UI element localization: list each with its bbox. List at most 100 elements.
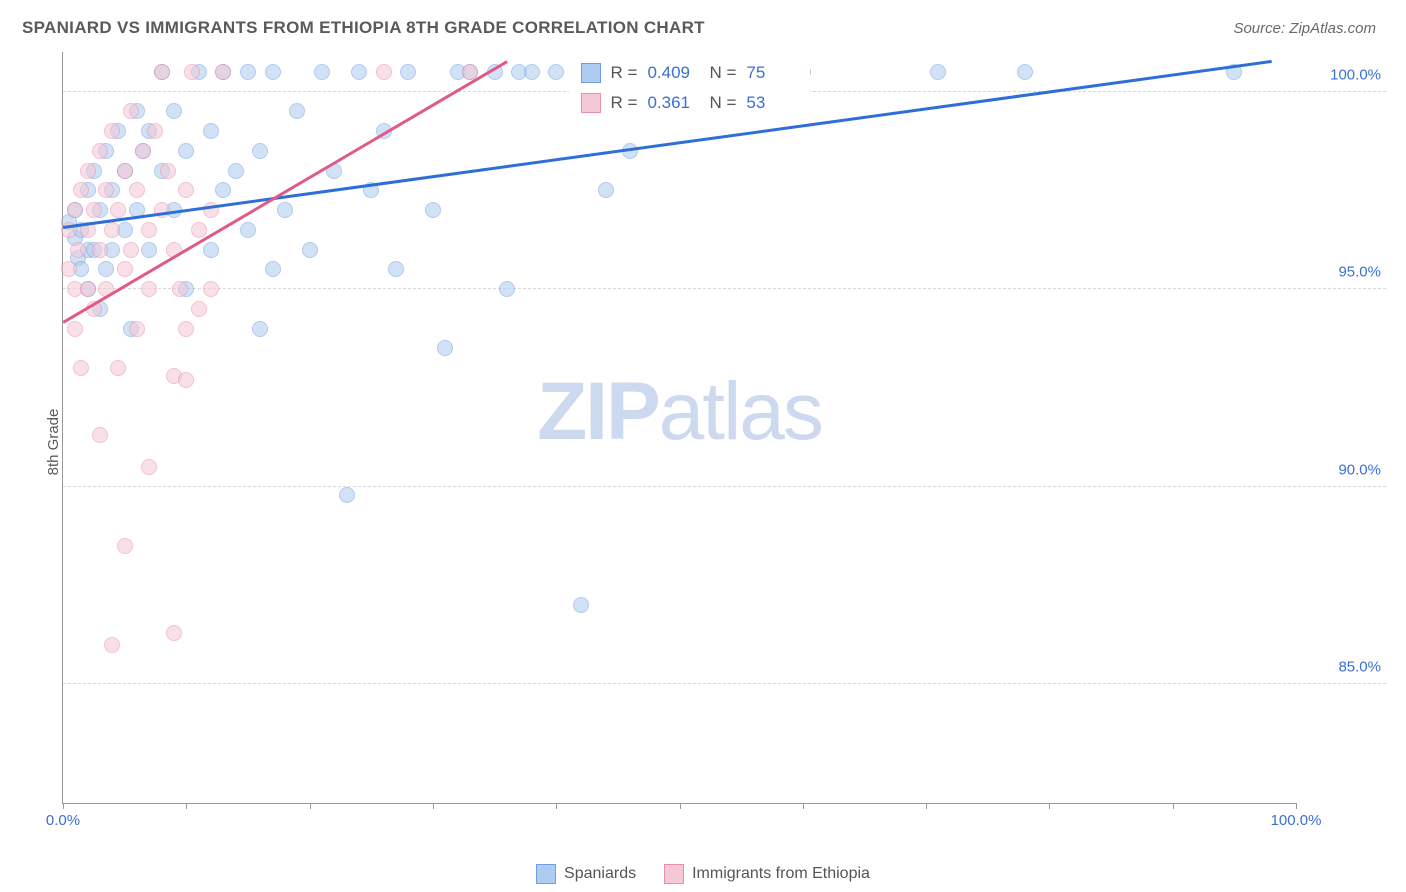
x-tick-label: 100.0% [1271, 812, 1322, 829]
scatter-point [129, 182, 145, 198]
scatter-point [265, 64, 281, 80]
scatter-point [166, 103, 182, 119]
scatter-point [240, 64, 256, 80]
x-tick [926, 803, 927, 809]
scatter-point [117, 163, 133, 179]
gridline-h [63, 486, 1386, 487]
source-label: Source: ZipAtlas.com [1233, 20, 1376, 37]
scatter-point [147, 123, 163, 139]
scatter-point [215, 182, 231, 198]
scatter-point [598, 182, 614, 198]
scatter-point [178, 321, 194, 337]
y-tick-label: 85.0% [1338, 659, 1381, 676]
scatter-point [67, 202, 83, 218]
scatter-point [400, 64, 416, 80]
scatter-point [178, 143, 194, 159]
scatter-point [104, 123, 120, 139]
scatter-point [117, 538, 133, 554]
scatter-point [191, 222, 207, 238]
scatter-point [178, 182, 194, 198]
y-axis-label: 8th Grade [45, 409, 62, 476]
scatter-point [67, 321, 83, 337]
scatter-point [240, 222, 256, 238]
scatter-point [930, 64, 946, 80]
scatter-point [104, 222, 120, 238]
x-tick [186, 803, 187, 809]
scatter-point [524, 64, 540, 80]
scatter-point [376, 64, 392, 80]
scatter-point [92, 427, 108, 443]
x-tick [680, 803, 681, 809]
y-tick-label: 90.0% [1338, 461, 1381, 478]
legend-label: Spaniards [564, 865, 636, 883]
legend-swatch [581, 93, 601, 113]
scatter-point [277, 202, 293, 218]
stat-r-label: R = [611, 63, 638, 83]
stat-r-label: R = [611, 93, 638, 113]
legend-swatch [664, 864, 684, 884]
stat-r-value: 0.409 [647, 63, 699, 83]
x-tick [803, 803, 804, 809]
scatter-point [86, 202, 102, 218]
scatter-point [80, 281, 96, 297]
scatter-point [141, 222, 157, 238]
stat-n-value: 75 [746, 63, 798, 83]
scatter-point [351, 64, 367, 80]
watermark: ZIPatlas [537, 365, 822, 459]
stat-n-label: N = [709, 63, 736, 83]
x-tick [1173, 803, 1174, 809]
scatter-point [548, 64, 564, 80]
y-tick-label: 95.0% [1338, 264, 1381, 281]
scatter-point [141, 281, 157, 297]
scatter-point [203, 123, 219, 139]
scatter-point [104, 637, 120, 653]
scatter-point [203, 281, 219, 297]
scatter-point [184, 64, 200, 80]
scatter-point [73, 360, 89, 376]
scatter-point [135, 143, 151, 159]
scatter-point [252, 143, 268, 159]
scatter-point [252, 321, 268, 337]
x-tick-label: 0.0% [46, 812, 80, 829]
scatter-point [388, 261, 404, 277]
gridline-h [63, 288, 1386, 289]
legend-item: Spaniards [536, 864, 636, 884]
scatter-point [314, 64, 330, 80]
legend-label: Immigrants from Ethiopia [692, 865, 870, 883]
chart-container: 8th Grade ZIPatlas 85.0%90.0%95.0%100.0%… [48, 52, 1386, 832]
scatter-point [499, 281, 515, 297]
stat-n-label: N = [709, 93, 736, 113]
scatter-point [289, 103, 305, 119]
scatter-point [98, 261, 114, 277]
plot-area: ZIPatlas 85.0%90.0%95.0%100.0%0.0%100.0%… [62, 52, 1296, 804]
scatter-point [92, 143, 108, 159]
legend-item: Immigrants from Ethiopia [664, 864, 870, 884]
scatter-point [1017, 64, 1033, 80]
scatter-point [141, 242, 157, 258]
scatter-point [61, 261, 77, 277]
x-tick [1296, 803, 1297, 809]
scatter-point [437, 340, 453, 356]
scatter-point [160, 163, 176, 179]
scatter-point [339, 487, 355, 503]
gridline-h [63, 683, 1386, 684]
scatter-point [80, 163, 96, 179]
scatter-point [191, 301, 207, 317]
scatter-point [203, 242, 219, 258]
scatter-point [573, 597, 589, 613]
x-tick [63, 803, 64, 809]
scatter-point [73, 182, 89, 198]
x-tick [556, 803, 557, 809]
stat-r-value: 0.361 [647, 93, 699, 113]
x-tick [1049, 803, 1050, 809]
scatter-point [178, 372, 194, 388]
legend-swatch [581, 63, 601, 83]
scatter-point [110, 360, 126, 376]
x-tick [433, 803, 434, 809]
scatter-point [123, 242, 139, 258]
x-tick [310, 803, 311, 809]
scatter-point [110, 202, 126, 218]
statbox: R = 0.409 N = 75 [569, 59, 811, 87]
scatter-point [265, 261, 281, 277]
scatter-point [425, 202, 441, 218]
